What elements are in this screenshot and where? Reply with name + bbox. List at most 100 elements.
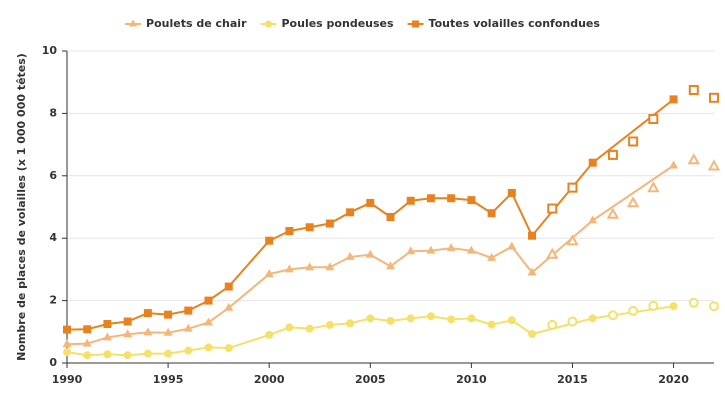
y-tick-label: 0 — [49, 356, 57, 369]
marker — [669, 95, 678, 104]
marker — [487, 320, 496, 329]
series-line — [66, 98, 675, 331]
marker — [305, 223, 314, 232]
y-axis-label: Nombre de places de volailles (x 1 000 0… — [15, 53, 28, 361]
marker — [123, 317, 132, 326]
marker — [143, 327, 153, 336]
marker — [305, 262, 315, 271]
marker — [386, 316, 395, 325]
marker — [62, 339, 72, 348]
x-tick-label: 2005 — [355, 373, 386, 386]
marker — [547, 203, 558, 214]
marker — [628, 305, 639, 316]
marker — [707, 159, 721, 171]
marker — [426, 312, 435, 321]
marker — [83, 351, 92, 360]
marker — [709, 301, 719, 312]
marker — [669, 302, 678, 311]
marker — [626, 196, 640, 208]
marker — [224, 302, 234, 311]
marker — [467, 196, 476, 205]
marker — [103, 350, 112, 359]
marker — [527, 267, 537, 276]
marker — [204, 343, 213, 352]
marker — [346, 319, 355, 328]
marker — [265, 20, 272, 28]
x-tick-label: 2020 — [658, 373, 689, 386]
marker — [143, 349, 152, 358]
legend-item: Toutes volailles confondues — [407, 17, 600, 30]
marker — [588, 158, 597, 167]
marker — [607, 149, 618, 160]
marker — [285, 323, 294, 332]
marker — [688, 85, 699, 95]
marker — [83, 325, 92, 334]
marker — [164, 349, 173, 358]
marker — [204, 296, 213, 305]
marker — [103, 320, 112, 328]
legend-label: Poules pondeuses — [282, 17, 394, 30]
marker — [648, 300, 659, 311]
x-tick-label: 2010 — [456, 373, 487, 386]
marker — [183, 323, 193, 332]
marker — [607, 310, 618, 321]
legend-label: Poulets de chair — [146, 17, 247, 30]
marker — [547, 319, 558, 330]
marker — [507, 316, 516, 325]
marker — [406, 314, 415, 323]
marker — [446, 243, 456, 252]
marker — [688, 297, 699, 308]
marker — [204, 317, 214, 326]
y-tick-label: 8 — [49, 106, 57, 119]
marker — [426, 194, 435, 203]
marker — [366, 198, 375, 207]
marker — [507, 241, 517, 250]
marker — [365, 249, 375, 258]
marker — [102, 332, 112, 341]
marker — [507, 188, 516, 197]
marker — [687, 153, 700, 165]
marker — [467, 314, 476, 323]
marker — [224, 282, 233, 291]
marker — [366, 314, 375, 323]
marker — [528, 231, 537, 240]
marker — [346, 208, 355, 217]
marker — [264, 269, 274, 278]
marker — [386, 212, 395, 221]
marker — [345, 251, 355, 260]
y-tick-label: 6 — [49, 169, 57, 182]
marker — [648, 114, 659, 125]
marker — [63, 348, 71, 357]
marker — [184, 306, 193, 315]
marker — [588, 215, 598, 224]
x-tick-label: 2015 — [557, 373, 588, 386]
y-tick-label: 2 — [49, 294, 57, 307]
marker — [566, 234, 579, 246]
marker — [184, 346, 193, 355]
marker — [284, 264, 294, 273]
marker — [143, 309, 152, 318]
marker — [487, 252, 497, 261]
marker — [325, 320, 334, 329]
marker — [129, 19, 138, 27]
marker — [386, 261, 395, 270]
marker — [447, 194, 456, 203]
marker — [325, 262, 335, 271]
marker — [325, 219, 334, 228]
legend-item: Poules pondeuses — [260, 17, 394, 30]
marker — [528, 329, 537, 338]
marker — [669, 160, 679, 169]
marker — [265, 236, 274, 245]
marker — [588, 314, 597, 323]
marker — [628, 136, 639, 147]
x-tick-label: 1990 — [52, 373, 83, 386]
marker — [305, 324, 314, 333]
marker — [406, 246, 416, 255]
legend: Poulets de chair Poules pondeuses Toutes v… — [125, 17, 600, 30]
marker — [224, 344, 233, 353]
legend-item: Poulets de chair — [125, 17, 247, 30]
marker — [466, 245, 476, 254]
marker — [412, 20, 420, 28]
x-tick-label: 1995 — [153, 373, 184, 386]
